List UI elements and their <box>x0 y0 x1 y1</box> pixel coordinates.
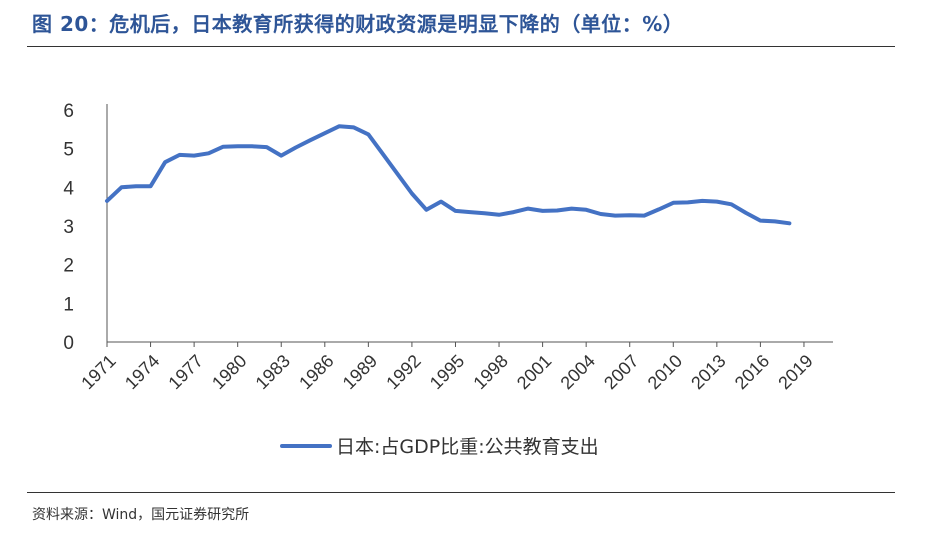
x-tick-label: 1980 <box>208 351 250 393</box>
y-tick-label: 4 <box>63 178 74 199</box>
chart-axes <box>106 104 833 343</box>
x-tick-labels: 1971 1974 1977 1980 1983 1986 1989 1992 1995 1998… <box>77 351 816 393</box>
x-tick-label: 1977 <box>164 351 206 393</box>
y-tick-label: 5 <box>63 140 74 161</box>
x-tick-label: 2013 <box>687 351 729 393</box>
x-tick-label: 1989 <box>339 351 381 393</box>
x-tick-label: 1971 <box>77 351 119 393</box>
x-tick-label: 1983 <box>252 351 294 393</box>
title-divider <box>27 46 895 47</box>
footer-divider <box>27 492 895 493</box>
x-tick-label: 2010 <box>644 351 686 393</box>
x-tick-label: 2004 <box>557 351 599 393</box>
x-tick-label: 2016 <box>731 351 773 393</box>
x-tick-label: 1974 <box>121 351 163 393</box>
legend-label: 日本:占GDP比重:公共教育支出 <box>336 436 599 458</box>
source-note: 资料来源：Wind，国元证券研究所 <box>32 507 250 523</box>
y-tick-label: 2 <box>63 256 74 277</box>
y-tick-label: 6 <box>63 101 74 122</box>
x-tick-label: 1986 <box>295 351 337 393</box>
legend: 日本:占GDP比重:公共教育支出 <box>280 436 599 458</box>
x-tick-marks <box>106 342 805 347</box>
y-tick-labels: 0 1 2 3 4 5 6 <box>63 101 74 354</box>
x-tick-label: 1992 <box>382 351 424 393</box>
x-tick-label: 2001 <box>513 351 555 393</box>
x-tick-label: 2007 <box>600 351 642 393</box>
x-tick-label: 1995 <box>426 351 468 393</box>
x-tick-label: 1998 <box>469 351 511 393</box>
x-tick-label: 2019 <box>774 351 816 393</box>
y-tick-label: 1 <box>63 294 74 315</box>
series-layer <box>105 124 792 226</box>
page-title: 图 20：危机后，日本教育所获得的财政资源是明显下降的（单位：%） <box>32 12 684 36</box>
y-tick-label: 3 <box>63 217 74 238</box>
series-line <box>105 124 792 226</box>
y-tick-label: 0 <box>63 333 74 354</box>
